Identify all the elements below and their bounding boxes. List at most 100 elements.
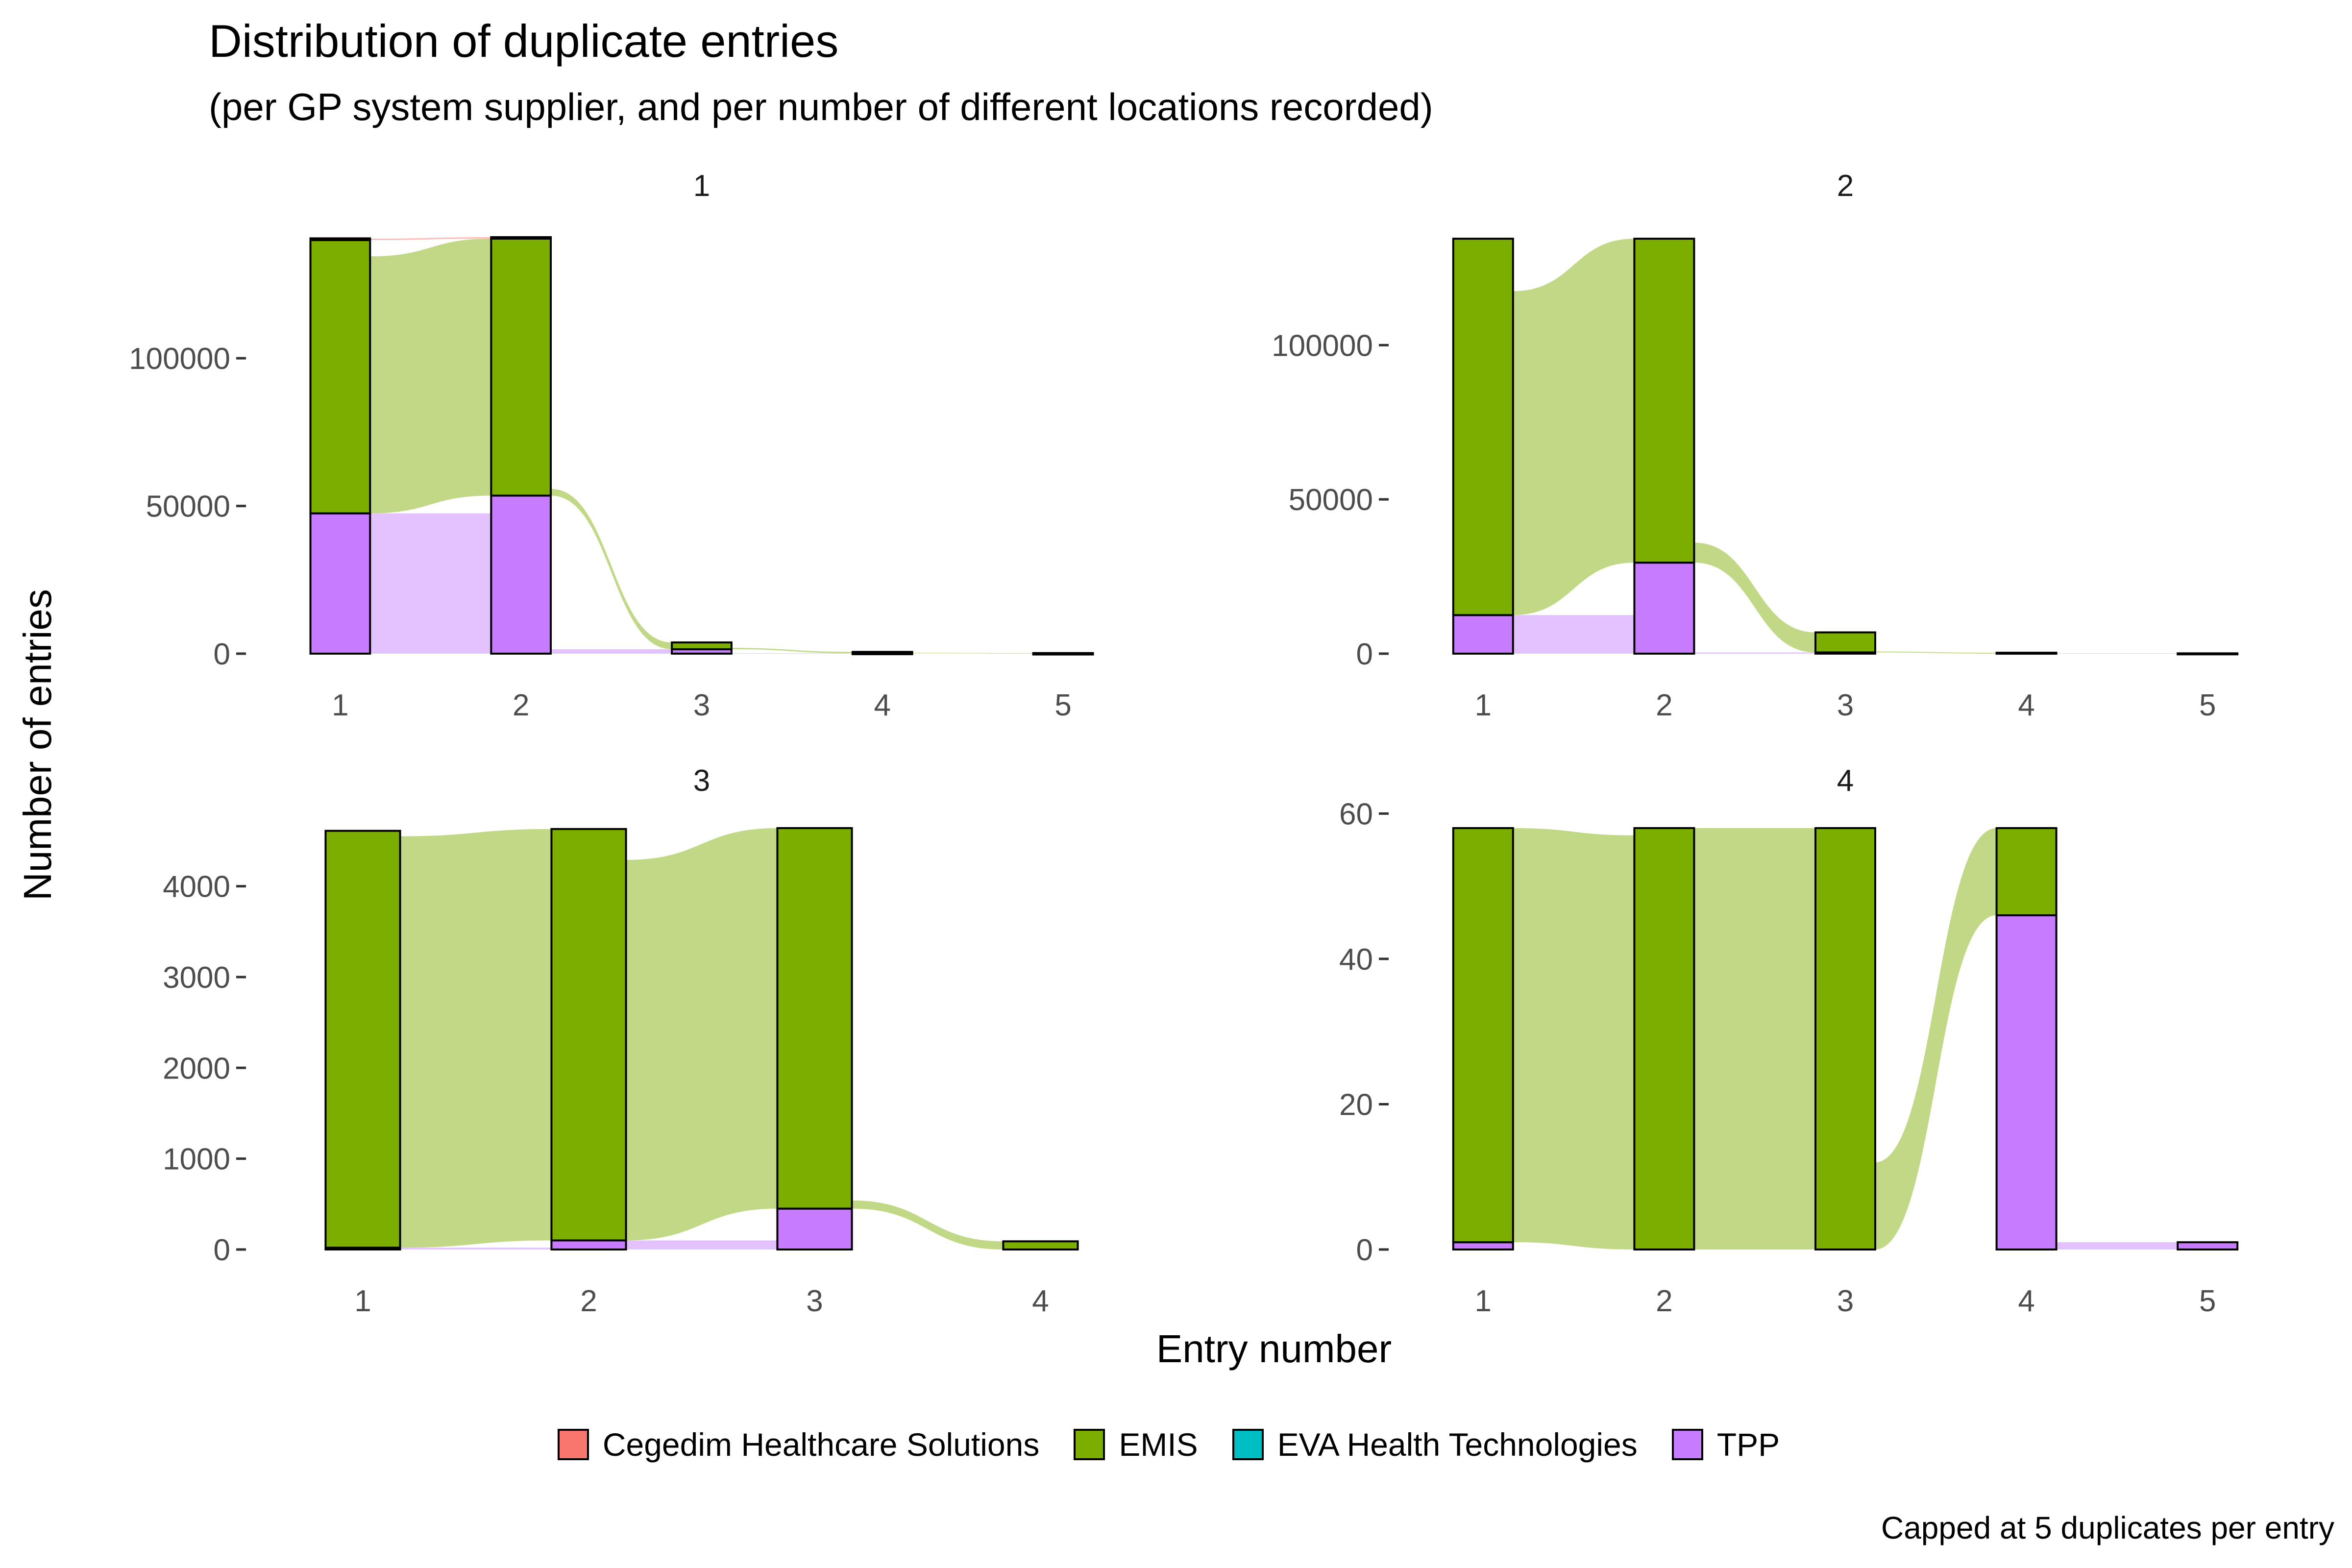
bar-segment-emis: [1633, 238, 1695, 564]
y-tick-label: 100000: [129, 342, 230, 376]
legend-swatch: [557, 1429, 589, 1460]
bar-segment-emis: [309, 239, 371, 514]
bar-segment-tpp: [1452, 614, 1514, 655]
panel-strip-label: 4: [1837, 764, 1854, 798]
y-tick-label: 60: [1339, 797, 1373, 831]
flow-emis: [1875, 828, 1997, 1250]
y-tick-label: 4000: [163, 870, 230, 904]
x-tick-label: 4: [2018, 688, 2034, 722]
bar-segment-emis: [1452, 238, 1514, 616]
panel-strip-label: 1: [693, 169, 710, 203]
legend-label: EVA Health Technologies: [1277, 1426, 1638, 1463]
x-tick-label: 5: [1054, 688, 1071, 722]
y-tick-label: 40: [1339, 943, 1373, 977]
flow-emis: [551, 489, 672, 649]
flow-emis: [912, 653, 1033, 654]
flow-emis: [1694, 828, 1816, 1250]
bar-segment-emis: [671, 641, 733, 650]
x-tick-label: 2: [580, 1284, 597, 1318]
x-tick-label: 5: [2199, 688, 2216, 722]
bar-segment-emis: [1995, 652, 2058, 655]
y-tick-label: 0: [214, 637, 230, 671]
bar-segment-emis: [1814, 827, 1876, 1250]
x-tick-label: 1: [1475, 688, 1492, 722]
chart-subtitle: (per GP system supplier, and per number …: [209, 85, 1433, 128]
bar-segment-tpp: [776, 1207, 853, 1250]
legend-swatch: [1074, 1429, 1105, 1460]
flow-emis: [400, 829, 552, 1248]
flow-tpp: [1694, 652, 1816, 654]
bar-segment-tpp: [1995, 914, 2058, 1250]
chart-title: Distribution of duplicate entries: [209, 15, 839, 67]
y-tick-label: 100000: [1272, 329, 1373, 363]
chart-caption: Capped at 5 duplicates per entry: [1881, 1510, 2334, 1545]
flow-emis: [626, 828, 778, 1241]
legend-item: EMIS: [1074, 1426, 1198, 1463]
y-tick-label: 20: [1339, 1088, 1373, 1122]
bar-segment-tpp: [1452, 1241, 1514, 1250]
y-tick-label: 3000: [163, 961, 230, 995]
x-tick-label: 3: [1837, 1284, 1854, 1318]
flow-tpp: [551, 649, 672, 654]
x-tick-label: 2: [1656, 1284, 1672, 1318]
y-tick-label: 50000: [1289, 483, 1373, 517]
bar-segment-emis: [851, 651, 913, 655]
bar-segment-emis: [490, 238, 552, 497]
bar-segment-emis: [324, 830, 401, 1249]
panel-strip-label: 2: [1837, 169, 1854, 203]
y-tick-label: 1000: [163, 1143, 230, 1176]
legend: Cegedim Healthcare Solutions EMIS EVA Heal…: [0, 1426, 2352, 1463]
flow-tpp: [400, 1248, 552, 1250]
legend-label: TPP: [1716, 1426, 1780, 1463]
x-tick-label: 4: [874, 688, 891, 722]
flows: [370, 237, 1033, 654]
y-tick-label: 0: [214, 1233, 230, 1267]
bar-segment-emis: [2177, 652, 2239, 656]
bar-segment-cegedim-healthcare-solutions: [490, 236, 552, 240]
bar-segment-emis: [1452, 827, 1514, 1244]
flows: [1513, 239, 2178, 654]
panel-strip-label: 3: [693, 764, 710, 798]
flow-tpp: [1513, 615, 1635, 654]
x-tick-label: 2: [513, 688, 529, 722]
y-axis-title: Number of entries: [16, 589, 59, 901]
flow-cegedim-healthcare-solutions: [370, 237, 491, 241]
bar-segment-emis: [1814, 631, 1876, 654]
flow-emis: [731, 648, 853, 654]
x-tick-label: 5: [2199, 1284, 2216, 1318]
bar-segment-emis: [1995, 827, 2058, 916]
x-axis-title: Entry number: [1156, 1327, 1392, 1371]
flow-tpp: [2056, 1242, 2178, 1250]
panel-2: 2 0 50000 100000 1 2 3 4 5: [1272, 169, 2239, 722]
bar-segment-emis: [1633, 827, 1695, 1250]
legend-swatch: [1671, 1429, 1703, 1460]
flow-emis: [852, 1200, 1004, 1250]
flow-emis: [1513, 239, 1635, 615]
flow-emis: [1513, 828, 1635, 1250]
x-tick-label: 3: [1837, 688, 1854, 722]
legend-label: EMIS: [1119, 1426, 1198, 1463]
bar-segment-tpp: [490, 494, 552, 655]
x-tick-label: 1: [332, 688, 348, 722]
y-tick-label: 0: [1356, 1233, 1373, 1267]
bar-segment-tpp: [2177, 1241, 2239, 1250]
legend-item: EVA Health Technologies: [1232, 1426, 1638, 1463]
flow-tpp: [626, 1240, 778, 1250]
bar-segment-emis: [776, 827, 853, 1210]
flow-tpp: [731, 653, 853, 654]
bar-segment-cegedim-healthcare-solutions: [309, 237, 371, 242]
x-tick-label: 1: [1475, 1284, 1492, 1318]
flow-tpp: [370, 513, 491, 654]
bar-segment-tpp: [309, 512, 371, 655]
x-tick-label: 4: [1032, 1284, 1049, 1318]
legend-swatch: [1232, 1429, 1264, 1460]
x-tick-label: 2: [1656, 688, 1672, 722]
legend-label: Cegedim Healthcare Solutions: [602, 1426, 1040, 1463]
bar-segment-tpp: [550, 1239, 627, 1251]
x-tick-label: 3: [806, 1284, 823, 1318]
flow-emis: [370, 239, 491, 514]
bar-segment-emis: [1032, 652, 1094, 655]
flow-emis: [1694, 542, 1816, 653]
legend-item: Cegedim Healthcare Solutions: [557, 1426, 1040, 1463]
